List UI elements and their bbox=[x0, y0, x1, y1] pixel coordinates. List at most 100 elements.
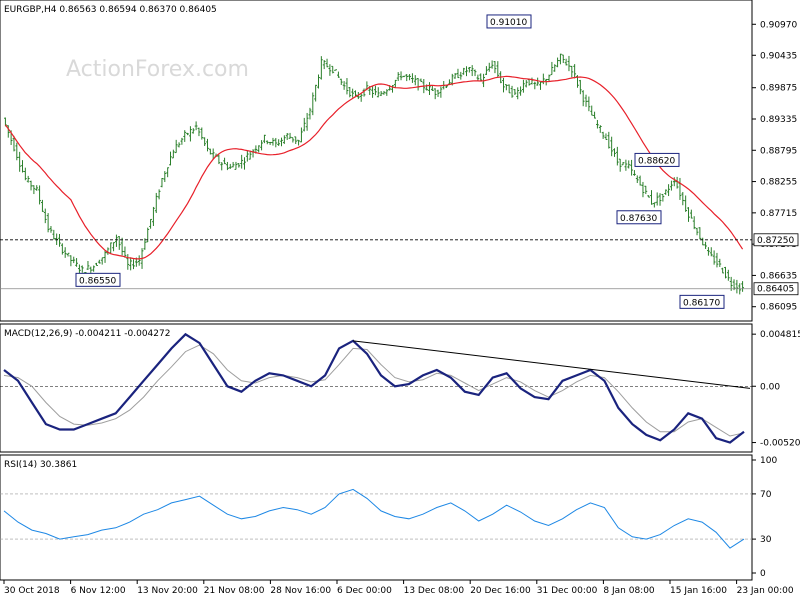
x-tick: 21 Nov 08:00 bbox=[204, 586, 265, 596]
price-candle bbox=[453, 72, 457, 79]
x-tick: 28 Nov 16:00 bbox=[270, 586, 331, 596]
price-candle bbox=[715, 252, 719, 268]
price-candle bbox=[186, 132, 189, 136]
price-y-axis: 0.90970 0.90435 0.89875 0.89335 0.88795 0.882… bbox=[752, 20, 799, 313]
price-candle bbox=[393, 79, 397, 89]
macd-trendline bbox=[352, 340, 751, 389]
price-candle bbox=[166, 167, 170, 178]
price-candle bbox=[487, 62, 491, 72]
price-candle bbox=[268, 141, 272, 145]
price-candle bbox=[664, 189, 668, 195]
price-candle bbox=[291, 137, 295, 143]
price-candle bbox=[18, 151, 22, 172]
x-tick: 6 Dec 00:00 bbox=[337, 586, 392, 596]
price-annotation: 0.86550 bbox=[75, 272, 121, 287]
price-candle bbox=[502, 77, 505, 93]
price-candle bbox=[610, 136, 614, 157]
price-candle bbox=[234, 161, 238, 170]
price-candle bbox=[263, 134, 266, 144]
price-candle bbox=[573, 64, 577, 79]
price-candle bbox=[260, 140, 263, 151]
price-candle bbox=[331, 65, 335, 74]
price-candle bbox=[473, 69, 477, 77]
price-candle bbox=[402, 75, 406, 78]
price-candle bbox=[342, 81, 346, 90]
price-candle bbox=[379, 91, 383, 97]
price-candle bbox=[63, 247, 67, 258]
price-candle bbox=[445, 85, 448, 89]
price-candle bbox=[257, 145, 261, 153]
price-candle bbox=[712, 250, 716, 265]
price-candle bbox=[607, 131, 611, 149]
price-candle bbox=[72, 256, 76, 264]
price-candle bbox=[430, 85, 434, 91]
price-candle bbox=[396, 72, 400, 82]
price-candle bbox=[465, 66, 468, 77]
rsi-y-tick: 100 bbox=[760, 456, 777, 466]
price-candle bbox=[169, 151, 172, 166]
price-candle bbox=[405, 74, 409, 82]
price-candle bbox=[109, 242, 113, 254]
rsi-panel-title: RSI(14) 30.3861 bbox=[4, 460, 77, 470]
price-candle bbox=[183, 130, 187, 142]
price-candle bbox=[550, 61, 554, 76]
price-candle bbox=[277, 139, 281, 146]
price-axis-marker: 0.86405 bbox=[753, 282, 799, 296]
price-annotation-text: 0.91010 bbox=[490, 18, 527, 28]
price-candle bbox=[547, 74, 551, 82]
price-candle bbox=[485, 66, 488, 76]
price-candle bbox=[439, 86, 443, 98]
price-candle bbox=[66, 252, 70, 257]
price-candle bbox=[419, 78, 423, 82]
price-candle bbox=[220, 162, 224, 171]
price-candle bbox=[348, 86, 352, 98]
price-candle bbox=[308, 107, 312, 120]
price-candle bbox=[539, 81, 542, 90]
price-candle bbox=[112, 242, 115, 252]
price-candle bbox=[578, 79, 582, 95]
macd-y-tick: -0.005204 bbox=[760, 439, 800, 449]
price-candle bbox=[126, 254, 130, 270]
price-candle bbox=[163, 171, 167, 183]
price-candle bbox=[536, 77, 540, 86]
price-candle bbox=[493, 61, 497, 74]
price-candle bbox=[476, 74, 480, 81]
price-candle bbox=[462, 67, 466, 75]
price-candle bbox=[271, 137, 275, 146]
price-candle bbox=[38, 185, 41, 205]
price-candle bbox=[203, 137, 207, 146]
price-candle bbox=[701, 237, 705, 246]
price-candle bbox=[211, 148, 215, 160]
moving-average-line bbox=[4, 75, 744, 260]
price-candle bbox=[243, 157, 246, 170]
price-y-tick: 0.86095 bbox=[760, 303, 797, 313]
price-candle bbox=[530, 77, 534, 85]
price-candle bbox=[470, 65, 474, 77]
price-candle bbox=[658, 193, 662, 206]
price-candle bbox=[678, 177, 682, 200]
price-annotation-text: 0.86550 bbox=[79, 276, 116, 286]
price-candle bbox=[704, 241, 707, 249]
price-candle bbox=[52, 229, 56, 240]
price-candle bbox=[297, 139, 300, 146]
price-candle bbox=[621, 162, 625, 166]
price-candle bbox=[724, 266, 727, 279]
x-tick: 30 Oct 2018 bbox=[4, 586, 60, 596]
price-y-tick: 0.88795 bbox=[760, 146, 797, 156]
price-panel: EURGBP,H4 0.86563 0.86594 0.86370 0.8640… bbox=[0, 0, 799, 322]
price-candle bbox=[732, 279, 736, 291]
price-y-tick: 0.86635 bbox=[760, 271, 797, 281]
price-candle bbox=[496, 61, 500, 78]
price-candle bbox=[41, 199, 44, 212]
price-candle bbox=[741, 281, 744, 292]
price-candle bbox=[641, 181, 645, 198]
price-annotations: 0.91010 0.88620 0.87630 0.86550 0.86170 bbox=[75, 14, 725, 309]
price-candle bbox=[285, 133, 289, 140]
price-candle bbox=[721, 267, 725, 274]
price-candle bbox=[467, 66, 471, 73]
price-candle bbox=[314, 84, 318, 102]
price-candle bbox=[137, 255, 141, 266]
price-candle bbox=[129, 257, 133, 271]
price-candle bbox=[675, 176, 679, 189]
